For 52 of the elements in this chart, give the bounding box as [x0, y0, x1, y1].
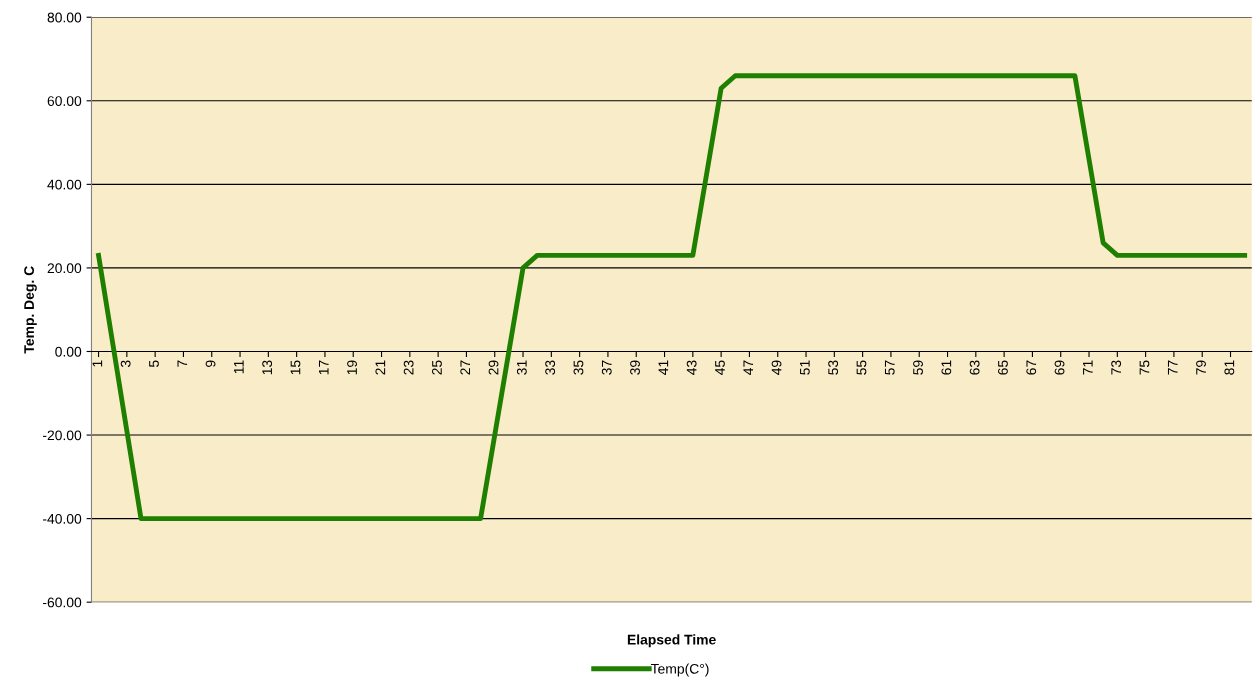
x-tick-label: 1	[92, 360, 103, 367]
y-tick-label: 60.00	[47, 96, 82, 106]
x-tick-label: 67	[1026, 360, 1037, 375]
x-tick-label: 35	[573, 360, 584, 375]
x-tick-label: 73	[1111, 360, 1122, 375]
x-tick-label: 43	[686, 360, 697, 375]
x-tick-label: 63	[969, 360, 980, 375]
x-axis-title: Elapsed Time	[627, 634, 716, 648]
x-tick-label: 5	[149, 360, 159, 367]
x-tick-label: 27	[460, 360, 471, 375]
x-tick-label: 77	[1167, 360, 1178, 375]
x-tick-label: 75	[1139, 360, 1150, 375]
x-tick-label: 59	[913, 360, 923, 375]
x-tick-label: 23	[403, 360, 414, 375]
x-tick-label: 13	[262, 360, 273, 375]
x-tick-label: 51	[800, 360, 810, 375]
x-tick-label: 17	[318, 360, 329, 375]
y-tick-label: -60.00	[42, 597, 82, 608]
x-tick-label: 71	[1083, 360, 1093, 375]
x-tick-label: 7	[177, 360, 188, 367]
x-tick-label: 19	[347, 360, 357, 375]
x-tick-label: 41	[658, 360, 669, 375]
x-tick-label: 61	[941, 360, 952, 375]
x-tick-label: 29	[488, 360, 499, 375]
x-tick-label: 37	[601, 360, 612, 375]
legend-label: Temp(C°)	[650, 663, 709, 677]
y-tick-label: 0.00	[55, 346, 82, 357]
x-tick-label: 33	[545, 360, 556, 375]
y-tick-label: -40.00	[42, 513, 82, 524]
x-tick-label: 3	[120, 360, 131, 368]
x-tick-label: 21	[375, 360, 386, 375]
y-tick-label: 40.00	[47, 179, 82, 190]
x-tick-label: 15	[290, 360, 301, 375]
x-tick-label: 45	[715, 360, 725, 375]
x-tick-label: 57	[884, 360, 895, 375]
x-tick-label: 69	[1054, 360, 1065, 375]
x-tick-label: 81	[1224, 360, 1235, 375]
x-tick-label: 65	[998, 360, 1008, 375]
x-tick-label: 79	[1196, 360, 1206, 375]
x-tick-label: 31	[516, 360, 527, 375]
x-tick-label: 47	[743, 360, 754, 375]
x-tick-label: 11	[234, 360, 244, 374]
y-tick-label: -20.00	[42, 430, 82, 441]
x-tick-label: 25	[432, 360, 442, 375]
y-tick-label: 80.00	[47, 12, 82, 23]
x-tick-label: 9	[205, 360, 216, 367]
y-axis-title: Temp. Deg. C	[24, 266, 37, 354]
x-tick-label: 55	[856, 360, 867, 375]
x-tick-label: 39	[630, 360, 640, 375]
x-tick-label: 49	[771, 360, 782, 375]
y-tick-label: 20.00	[47, 263, 82, 274]
x-tick-label: 53	[828, 360, 839, 375]
